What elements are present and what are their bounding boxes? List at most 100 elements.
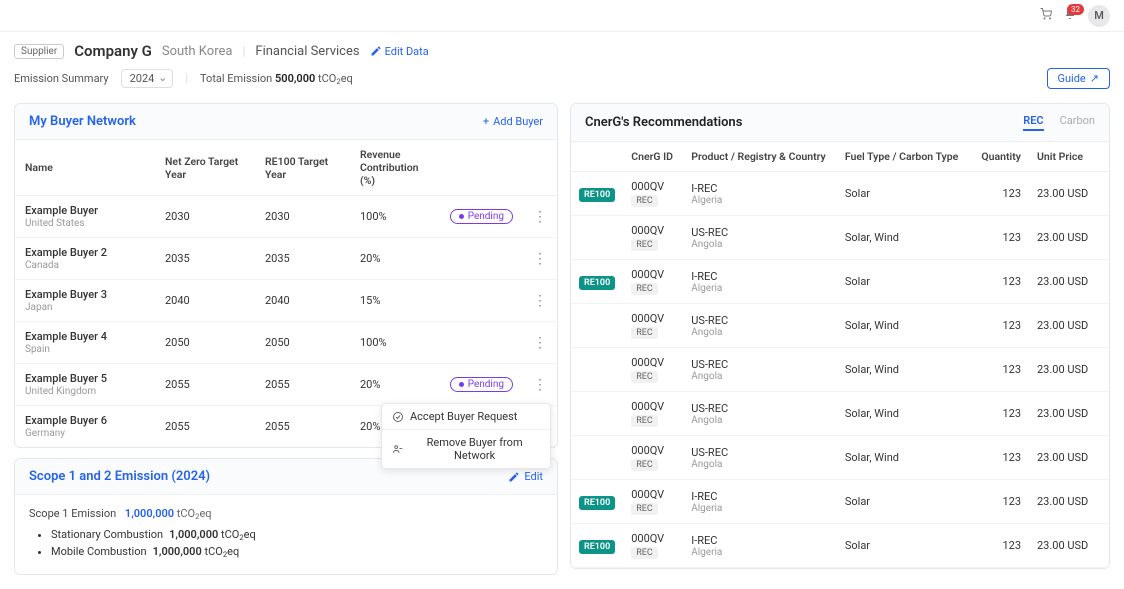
rec-tag: REC — [631, 283, 658, 295]
rec-price: 23.00 USD — [1029, 348, 1109, 392]
avatar[interactable]: M — [1088, 5, 1110, 27]
rec-country: Algeria — [691, 503, 829, 514]
rec-cid: 000QV — [631, 268, 675, 281]
rec-price: 23.00 USD — [1029, 216, 1109, 260]
rec-cid: 000QV — [631, 400, 675, 413]
pending-badge: Pending — [450, 377, 513, 392]
table-row[interactable]: 000QVREC US-RECAngola Solar, Wind 123 23… — [571, 436, 1109, 480]
buyer-rev: 100% — [350, 322, 440, 364]
unit-sub: 2 — [336, 77, 340, 86]
tab-carbon[interactable]: Carbon — [1060, 114, 1095, 131]
rec-price: 23.00 USD — [1029, 260, 1109, 304]
buyers-panel-title: My Buyer Network — [29, 114, 136, 129]
buyer-re100: 2055 — [255, 406, 350, 448]
buyers-panel: My Buyer Network + Add Buyer Name Net Ze… — [14, 103, 558, 448]
buyer-name: Example Buyer 4 — [25, 330, 145, 343]
buyer-name: Example Buyer 3 — [25, 288, 145, 301]
edit-data-label: Edit Data — [385, 45, 429, 58]
rec-tag: REC — [631, 239, 658, 251]
table-row[interactable]: 000QVREC US-RECAngola Solar, Wind 123 23… — [571, 392, 1109, 436]
rec-qty: 123 — [969, 260, 1029, 304]
rec-fuel: Solar, Wind — [837, 436, 969, 480]
rec-tag: REC — [631, 415, 658, 427]
more-icon[interactable]: ⋮ — [533, 335, 547, 351]
table-row[interactable]: Example Buyer 2Canada 2035 2035 20% ⋮ — [15, 238, 557, 280]
table-row[interactable]: Example Buyer 3Japan 2040 2040 15% ⋮ — [15, 280, 557, 322]
rec-price: 23.00 USD — [1029, 480, 1109, 524]
rec-cid: 000QV — [631, 356, 675, 369]
rec-qty: 123 — [969, 524, 1029, 568]
accept-buyer-menuitem[interactable]: Accept Buyer Request — [382, 404, 550, 429]
rec-fuel: Solar — [837, 480, 969, 524]
rec-country: Algeria — [691, 547, 829, 558]
buyer-country: United Kingdom — [25, 386, 145, 397]
year-select[interactable]: 2024 — [121, 69, 174, 88]
cart-icon[interactable] — [1040, 8, 1052, 23]
buyer-country: Japan — [25, 302, 145, 313]
company-country: South Korea — [162, 44, 233, 59]
remove-buyer-menuitem[interactable]: Remove Buyer from Network — [382, 429, 550, 468]
rec-price: 23.00 USD — [1029, 436, 1109, 480]
col-product: Product / Registry & Country — [683, 142, 837, 172]
buyer-country: United States — [25, 218, 145, 229]
table-row[interactable]: 000QVREC US-RECAngola Solar, Wind 123 23… — [571, 304, 1109, 348]
scope-panel: Scope 1 and 2 Emission (2024) Edit Scope… — [14, 458, 558, 575]
buyer-re100: 2035 — [255, 238, 350, 280]
more-icon[interactable]: ⋮ — [533, 293, 547, 309]
table-row[interactable]: RE100 000QVREC I-RECAlgeria Solar 123 23… — [571, 172, 1109, 216]
rec-qty: 123 — [969, 392, 1029, 436]
more-icon[interactable]: ⋮ — [533, 377, 547, 393]
company-name: Company G — [74, 42, 152, 60]
table-row[interactable]: 000QVREC US-RECAngola Solar, Wind 123 23… — [571, 348, 1109, 392]
table-row[interactable]: 000QVREC US-RECAngola Solar, Wind 123 23… — [571, 216, 1109, 260]
rec-price: 23.00 USD — [1029, 172, 1109, 216]
buyer-rev: 15% — [350, 280, 440, 322]
add-buyer-button[interactable]: + Add Buyer — [483, 115, 543, 128]
table-row[interactable]: Example Buyer 4Spain 2050 2050 100% ⋮ — [15, 322, 557, 364]
notification-icon[interactable]: 32 — [1064, 8, 1076, 23]
more-icon[interactable]: ⋮ — [533, 251, 547, 267]
rec-fuel: Solar, Wind — [837, 348, 969, 392]
rec-cid: 000QV — [631, 532, 675, 545]
edit-data-button[interactable]: Edit Data — [370, 45, 429, 58]
rec-price: 23.00 USD — [1029, 304, 1109, 348]
buyer-country: Canada — [25, 260, 145, 271]
pending-badge: Pending — [450, 209, 513, 224]
buyer-nz: 2030 — [155, 196, 255, 238]
context-menu: Accept Buyer Request Remove Buyer from N… — [381, 403, 551, 469]
rec-tag: REC — [631, 327, 658, 339]
re100-badge: RE100 — [579, 496, 615, 510]
rec-qty: 123 — [969, 348, 1029, 392]
rec-cid: 000QV — [631, 444, 675, 457]
table-row[interactable]: Example Buyer 5United Kingdom 2055 2055 … — [15, 364, 557, 406]
tab-rec[interactable]: REC — [1023, 114, 1043, 131]
buyer-nz: 2050 — [155, 322, 255, 364]
supplier-tag: Supplier — [14, 44, 64, 59]
rec-price: 23.00 USD — [1029, 392, 1109, 436]
rec-product: US-REC — [691, 314, 829, 327]
rec-qty: 123 — [969, 436, 1029, 480]
table-row[interactable]: Example BuyerUnited States 2030 2030 100… — [15, 196, 557, 238]
table-row[interactable]: RE100 000QVREC I-RECAlgeria Solar 123 23… — [571, 524, 1109, 568]
col-qty: Quantity — [969, 142, 1029, 172]
rec-product: I-REC — [691, 270, 829, 283]
col-cid: CnerG ID — [623, 142, 683, 172]
rec-country: Angola — [691, 239, 829, 250]
table-row[interactable]: RE100 000QVREC I-RECAlgeria Solar 123 23… — [571, 260, 1109, 304]
rec-country: Algeria — [691, 283, 829, 294]
re100-badge: RE100 — [579, 188, 615, 202]
plus-icon: + — [483, 115, 489, 128]
col-nz: Net Zero Target Year — [155, 140, 255, 196]
scope-edit-button[interactable]: Edit — [508, 470, 543, 483]
recommendations-panel: CnerG's Recommendations REC Carbon CnerG… — [570, 103, 1110, 569]
rec-country: Angola — [691, 327, 829, 338]
scope-edit-label: Edit — [524, 470, 543, 483]
guide-button[interactable]: Guide ↗ — [1047, 68, 1111, 89]
more-icon[interactable]: ⋮ — [533, 209, 547, 225]
table-row[interactable]: RE100 000QVREC I-RECAlgeria Solar 123 23… — [571, 480, 1109, 524]
buyer-name: Example Buyer 2 — [25, 246, 145, 259]
scope-panel-title: Scope 1 and 2 Emission (2024) — [29, 469, 210, 484]
buyer-name: Example Buyer 5 — [25, 372, 145, 385]
buyer-country: Germany — [25, 428, 145, 439]
rec-fuel: Solar — [837, 524, 969, 568]
